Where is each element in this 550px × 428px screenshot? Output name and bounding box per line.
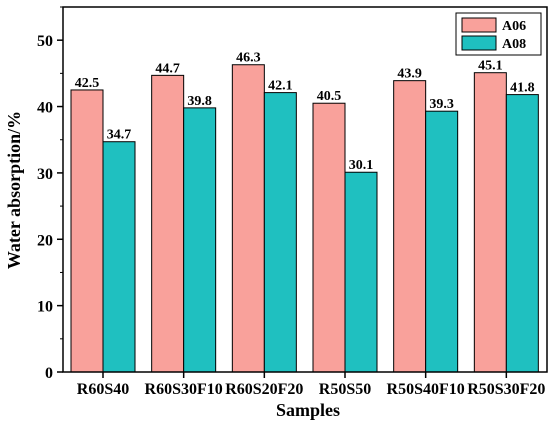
y-tick-label: 20 [37,232,53,249]
bar-a08-r60s20f20 [263,92,297,373]
data-label-a08-r60s30f10: 39.8 [187,94,212,109]
x-axis: R60S40 R60S30F10 R60S20F20 R50S50 R50S40F10 R… [77,372,545,398]
legend-label-a08: A08 [502,37,526,52]
bar-a06-r50s40f10 [393,80,427,373]
bars-layer [70,64,539,373]
x-tick-label-r60s30f10: R60S30F10 [145,381,223,398]
x-tick-label-r60s40: R60S40 [77,381,129,398]
bar-a06-r60s30f10 [151,74,185,373]
bar-a06-r50s50 [312,102,346,373]
bar-a08-r50s50 [344,171,378,373]
data-label-a06-r50s30f20: 45.1 [478,59,503,74]
plot-frame [62,6,548,373]
x-tick-label-r60s20f20: R60S20F20 [225,381,303,398]
y-tick-label: 40 [37,100,53,117]
legend-swatch-a08 [461,35,497,51]
data-labels-layer: 42.5 34.7 44.7 39.8 46.3 42.1 40.5 30.1 43.9 39.3… [75,51,535,174]
bar-a08-r50s40f10 [425,110,459,373]
data-label-a06-r50s50: 40.5 [317,89,342,104]
bar-a08-r60s40 [102,141,136,373]
data-label-a08-r50s30f20: 41.8 [510,81,535,96]
legend-label-a06: A06 [502,19,526,34]
data-label-a08-r60s40: 34.7 [107,128,132,143]
x-axis-title: Samples [276,400,340,420]
x-tick-label-r50s30f20: R50S30F20 [467,381,545,398]
legend-swatch-a06 [461,17,497,33]
y-axis-title: Water absorption/% [4,111,24,269]
data-label-a06-r50s40f10: 43.9 [397,67,422,82]
data-label-a08-r50s40f10: 39.3 [429,97,454,112]
data-label-a06-r60s20f20: 46.3 [236,51,261,66]
y-tick-label: 10 [37,299,53,316]
y-tick-label: 0 [45,365,53,382]
bar-a06-r50s30f20 [473,72,507,373]
data-label-a06-r60s40: 42.5 [75,76,100,91]
y-tick-label: 50 [37,33,53,50]
bar-a08-r60s30f10 [183,107,217,373]
y-axis: 0 10 20 30 40 50 [37,6,63,382]
bar-a06-r60s40 [70,89,104,373]
x-tick-label-r50s40f10: R50S40F10 [387,381,465,398]
bar-a08-r50s30f20 [505,94,539,373]
data-label-a06-r60s30f10: 44.7 [155,61,180,76]
data-label-a08-r50s50: 30.1 [349,158,374,173]
x-tick-label-r50s50: R50S50 [319,381,371,398]
y-tick-label: 30 [37,166,53,183]
data-label-a08-r60s20f20: 42.1 [268,79,293,94]
bar-a06-r60s20f20 [231,64,265,373]
